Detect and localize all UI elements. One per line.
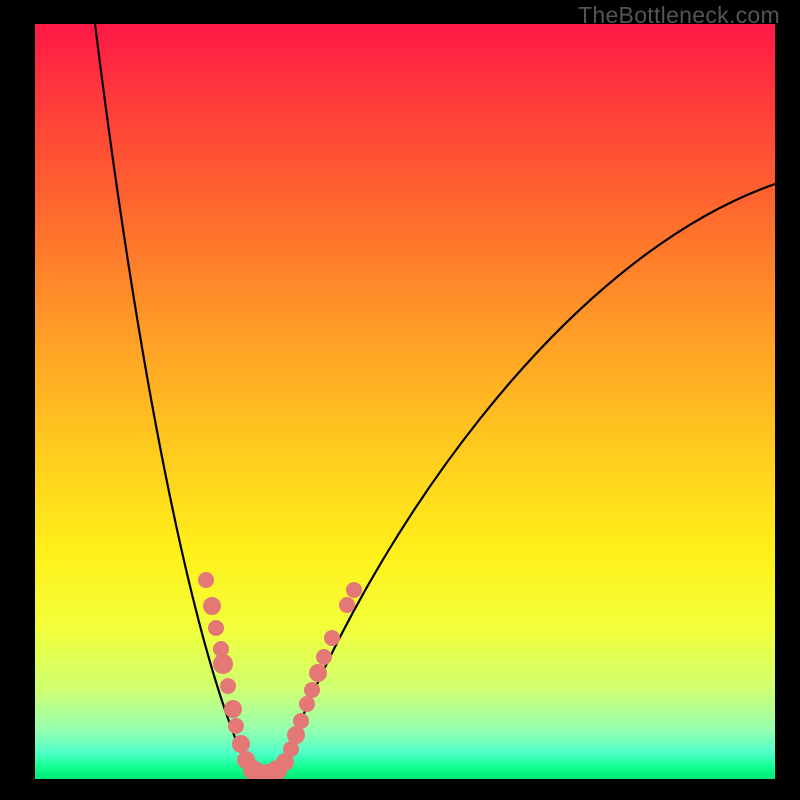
data-marker [228, 718, 244, 734]
data-marker [316, 649, 332, 665]
data-marker [304, 682, 320, 698]
bottleneck-chart [0, 0, 800, 800]
data-marker [293, 713, 309, 729]
data-marker [198, 572, 214, 588]
data-marker [213, 654, 233, 674]
data-marker [309, 664, 327, 682]
data-marker [232, 735, 250, 753]
data-marker [203, 597, 221, 615]
data-marker [346, 582, 362, 598]
watermark-text: TheBottleneck.com [578, 2, 780, 29]
data-marker [220, 678, 236, 694]
data-marker [324, 630, 340, 646]
data-marker [299, 696, 315, 712]
data-marker [208, 620, 224, 636]
data-marker [339, 597, 355, 613]
chart-container: TheBottleneck.com [0, 0, 800, 800]
data-marker [224, 700, 242, 718]
